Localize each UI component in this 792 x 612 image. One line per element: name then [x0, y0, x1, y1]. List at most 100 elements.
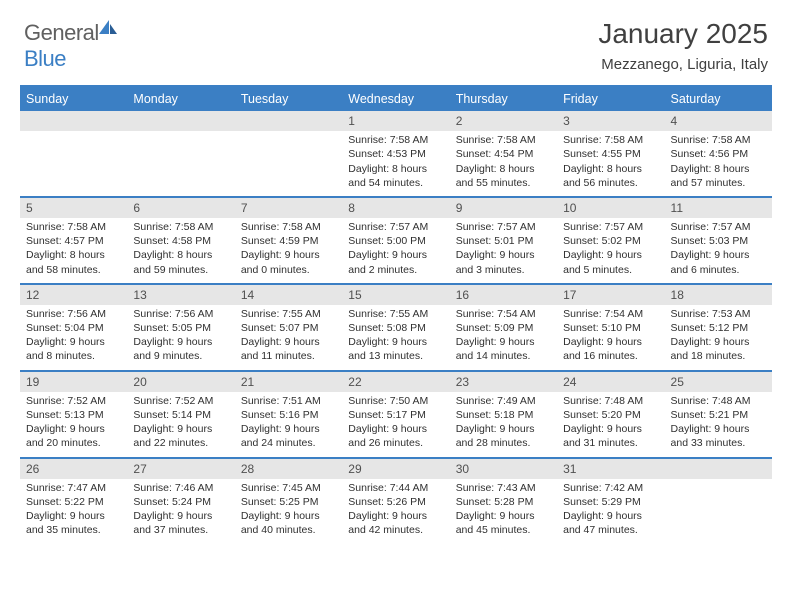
daylight-line-2: and 31 minutes. [563, 436, 660, 450]
sunrise-line: Sunrise: 7:58 AM [241, 220, 338, 234]
day-body: Sunrise: 7:58 AMSunset: 4:53 PMDaylight:… [342, 131, 449, 196]
day-body: Sunrise: 7:57 AMSunset: 5:03 PMDaylight:… [665, 218, 772, 283]
day-body: Sunrise: 7:58 AMSunset: 4:54 PMDaylight:… [450, 131, 557, 196]
day-date: 29 [342, 459, 449, 479]
daylight-line-1: Daylight: 9 hours [133, 509, 230, 523]
daylight-line-2: and 5 minutes. [563, 263, 660, 277]
daylight-line-1: Daylight: 9 hours [563, 422, 660, 436]
sunrise-line: Sunrise: 7:44 AM [348, 481, 445, 495]
sunrise-line: Sunrise: 7:54 AM [563, 307, 660, 321]
daylight-line-2: and 2 minutes. [348, 263, 445, 277]
day-date: 9 [450, 198, 557, 218]
daylight-line-2: and 13 minutes. [348, 349, 445, 363]
daylight-line-1: Daylight: 9 hours [241, 422, 338, 436]
brand-logo: GeneralBlue [24, 18, 119, 72]
sunset-line: Sunset: 5:14 PM [133, 408, 230, 422]
daylight-line-1: Daylight: 8 hours [563, 162, 660, 176]
daylight-line-2: and 14 minutes. [456, 349, 553, 363]
daylight-line-1: Daylight: 9 hours [671, 248, 768, 262]
day-cell: 19Sunrise: 7:52 AMSunset: 5:13 PMDayligh… [20, 372, 127, 457]
day-date: 11 [665, 198, 772, 218]
day-cell: 5Sunrise: 7:58 AMSunset: 4:57 PMDaylight… [20, 198, 127, 283]
day-date: 6 [127, 198, 234, 218]
brand-text-2: Blue [24, 46, 66, 71]
day-body: Sunrise: 7:52 AMSunset: 5:13 PMDaylight:… [20, 392, 127, 457]
day-cell: 30Sunrise: 7:43 AMSunset: 5:28 PMDayligh… [450, 459, 557, 544]
empty-date-bar [20, 111, 127, 131]
sunset-line: Sunset: 4:54 PM [456, 147, 553, 161]
daylight-line-2: and 33 minutes. [671, 436, 768, 450]
day-date: 28 [235, 459, 342, 479]
day-cell: 3Sunrise: 7:58 AMSunset: 4:55 PMDaylight… [557, 111, 664, 196]
sunset-line: Sunset: 5:22 PM [26, 495, 123, 509]
daylight-line-1: Daylight: 9 hours [348, 248, 445, 262]
daylight-line-1: Daylight: 8 hours [133, 248, 230, 262]
sunrise-line: Sunrise: 7:50 AM [348, 394, 445, 408]
day-date: 23 [450, 372, 557, 392]
daylight-line-2: and 28 minutes. [456, 436, 553, 450]
day-body: Sunrise: 7:43 AMSunset: 5:28 PMDaylight:… [450, 479, 557, 544]
sunrise-line: Sunrise: 7:45 AM [241, 481, 338, 495]
day-body: Sunrise: 7:42 AMSunset: 5:29 PMDaylight:… [557, 479, 664, 544]
sunrise-line: Sunrise: 7:58 AM [456, 133, 553, 147]
day-cell: 17Sunrise: 7:54 AMSunset: 5:10 PMDayligh… [557, 285, 664, 370]
weekday-header: Thursday [450, 87, 557, 111]
daylight-line-2: and 8 minutes. [26, 349, 123, 363]
sunset-line: Sunset: 4:58 PM [133, 234, 230, 248]
day-date: 15 [342, 285, 449, 305]
weekday-header: Sunday [20, 87, 127, 111]
sunset-line: Sunset: 5:28 PM [456, 495, 553, 509]
sunrise-line: Sunrise: 7:56 AM [26, 307, 123, 321]
weekday-header: Tuesday [235, 87, 342, 111]
sunset-line: Sunset: 5:01 PM [456, 234, 553, 248]
brand-text-1: General [24, 20, 99, 45]
weekday-header: Monday [127, 87, 234, 111]
day-cell: 28Sunrise: 7:45 AMSunset: 5:25 PMDayligh… [235, 459, 342, 544]
sunrise-line: Sunrise: 7:46 AM [133, 481, 230, 495]
day-date: 2 [450, 111, 557, 131]
sunrise-line: Sunrise: 7:53 AM [671, 307, 768, 321]
daylight-line-1: Daylight: 9 hours [456, 422, 553, 436]
day-cell: 25Sunrise: 7:48 AMSunset: 5:21 PMDayligh… [665, 372, 772, 457]
week-row: 1Sunrise: 7:58 AMSunset: 4:53 PMDaylight… [20, 111, 772, 198]
day-cell: 13Sunrise: 7:56 AMSunset: 5:05 PMDayligh… [127, 285, 234, 370]
daylight-line-1: Daylight: 9 hours [241, 248, 338, 262]
day-date: 12 [20, 285, 127, 305]
day-body: Sunrise: 7:57 AMSunset: 5:00 PMDaylight:… [342, 218, 449, 283]
sunrise-line: Sunrise: 7:48 AM [563, 394, 660, 408]
sunset-line: Sunset: 4:55 PM [563, 147, 660, 161]
empty-date-bar [235, 111, 342, 131]
calendar-grid: Sunday Monday Tuesday Wednesday Thursday… [20, 87, 772, 543]
daylight-line-2: and 16 minutes. [563, 349, 660, 363]
day-body: Sunrise: 7:58 AMSunset: 4:55 PMDaylight:… [557, 131, 664, 196]
day-cell: 26Sunrise: 7:47 AMSunset: 5:22 PMDayligh… [20, 459, 127, 544]
daylight-line-1: Daylight: 9 hours [563, 335, 660, 349]
sunrise-line: Sunrise: 7:49 AM [456, 394, 553, 408]
sunset-line: Sunset: 5:12 PM [671, 321, 768, 335]
sunrise-line: Sunrise: 7:58 AM [26, 220, 123, 234]
sunset-line: Sunset: 4:53 PM [348, 147, 445, 161]
daylight-line-1: Daylight: 9 hours [456, 335, 553, 349]
day-cell: 4Sunrise: 7:58 AMSunset: 4:56 PMDaylight… [665, 111, 772, 196]
daylight-line-2: and 35 minutes. [26, 523, 123, 537]
daylight-line-2: and 47 minutes. [563, 523, 660, 537]
sunrise-line: Sunrise: 7:42 AM [563, 481, 660, 495]
daylight-line-1: Daylight: 9 hours [26, 335, 123, 349]
day-cell [235, 111, 342, 196]
day-date: 14 [235, 285, 342, 305]
sunset-line: Sunset: 5:13 PM [26, 408, 123, 422]
day-body: Sunrise: 7:48 AMSunset: 5:20 PMDaylight:… [557, 392, 664, 457]
daylight-line-2: and 3 minutes. [456, 263, 553, 277]
sunrise-line: Sunrise: 7:52 AM [26, 394, 123, 408]
day-cell: 6Sunrise: 7:58 AMSunset: 4:58 PMDaylight… [127, 198, 234, 283]
daylight-line-1: Daylight: 9 hours [671, 422, 768, 436]
week-row: 19Sunrise: 7:52 AMSunset: 5:13 PMDayligh… [20, 372, 772, 459]
day-body: Sunrise: 7:49 AMSunset: 5:18 PMDaylight:… [450, 392, 557, 457]
day-date: 3 [557, 111, 664, 131]
sunrise-line: Sunrise: 7:57 AM [671, 220, 768, 234]
day-body: Sunrise: 7:58 AMSunset: 4:59 PMDaylight:… [235, 218, 342, 283]
weekday-header-row: Sunday Monday Tuesday Wednesday Thursday… [20, 87, 772, 111]
day-cell: 27Sunrise: 7:46 AMSunset: 5:24 PMDayligh… [127, 459, 234, 544]
daylight-line-2: and 59 minutes. [133, 263, 230, 277]
day-date: 22 [342, 372, 449, 392]
